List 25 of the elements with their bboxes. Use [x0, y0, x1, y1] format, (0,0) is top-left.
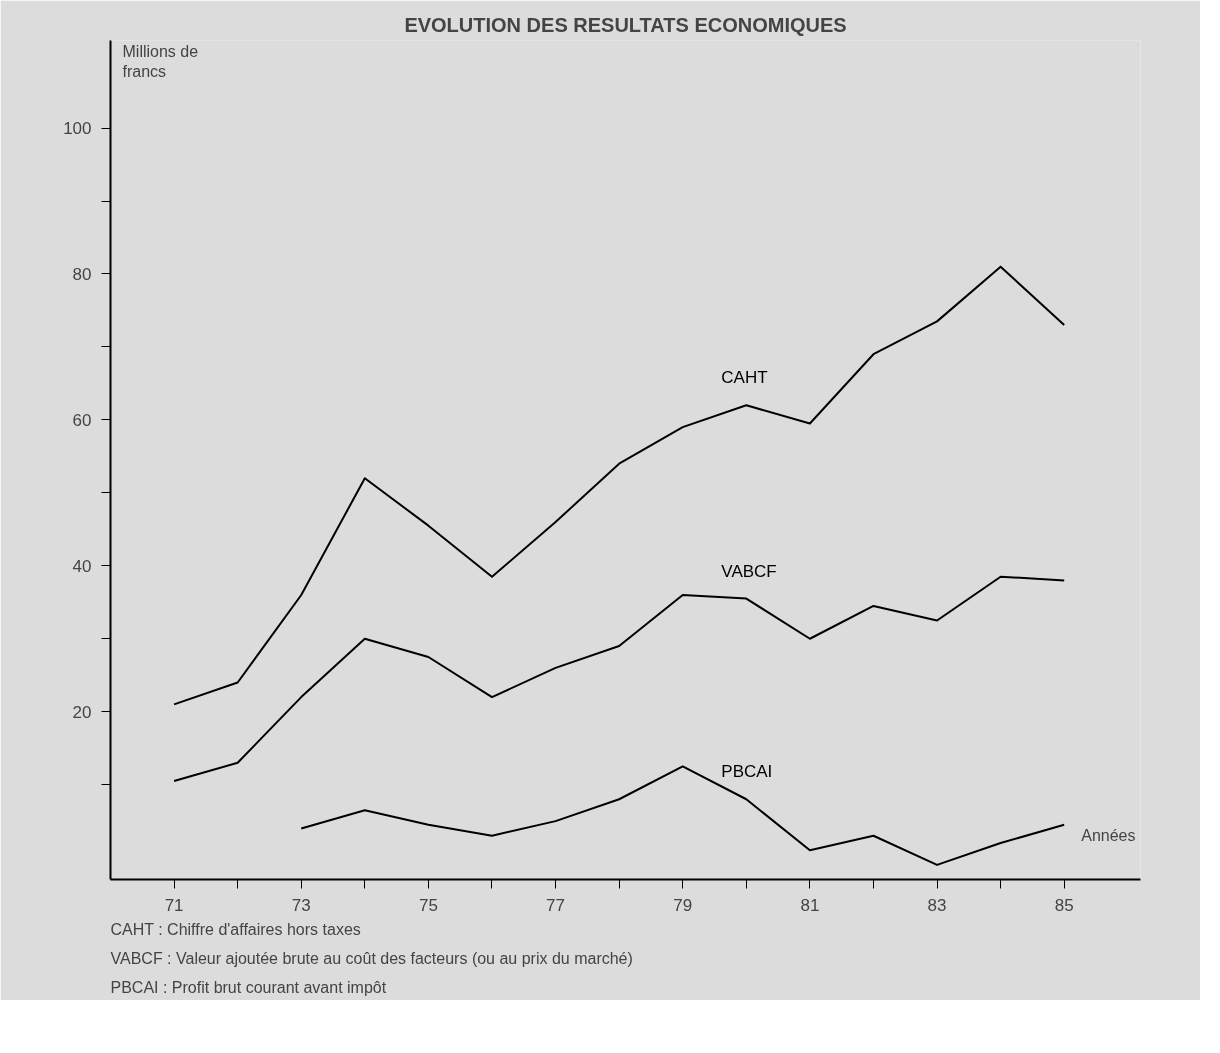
text: CAHT : Chiffre d'affaires hors taxes [110, 920, 361, 938]
text: VABCF : Valeur ajoutée brute au coût des facteurs (ou au prix du marché) [110, 949, 633, 967]
series-label: PBCAI [721, 762, 773, 782]
series-label: VABCF [721, 561, 777, 581]
y-axis-title: Millions de francs [122, 43, 199, 81]
line-series [300, 765, 1066, 866]
x-tick-label: 83 [927, 895, 947, 915]
x-tick-label: 79 [673, 895, 693, 915]
x-tick-label: 81 [800, 895, 820, 915]
series-label: CAHT [721, 368, 768, 388]
y-tick-label: 60 [72, 410, 92, 430]
y-tick-label: 80 [72, 264, 92, 284]
line-series [173, 265, 1066, 706]
x-tick-label: 77 [546, 895, 566, 915]
x-tick-label: 73 [291, 895, 311, 915]
x-tick-label: 71 [164, 895, 184, 915]
line-series [173, 575, 1066, 783]
y-tick-label: 100 [63, 119, 92, 139]
x-tick-label: 75 [418, 895, 438, 915]
y-tick-label: 20 [72, 702, 92, 722]
chart-title: EVOLUTION DES RESULTATS ECONOMIQUES [404, 13, 847, 36]
x-tick-label: 85 [1054, 895, 1074, 915]
text: PBCAI : Profit brut courant avant impôt [110, 978, 387, 996]
x-axis-title: Années [1081, 826, 1136, 844]
y-tick-label: 40 [72, 556, 92, 576]
